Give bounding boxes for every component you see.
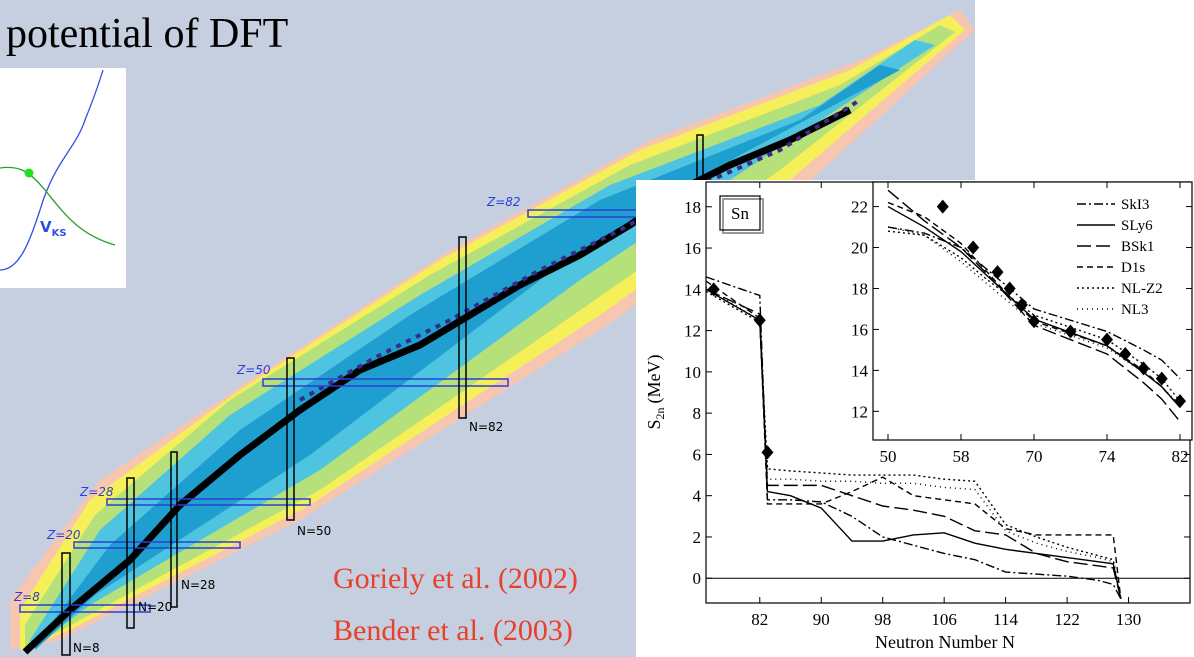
experiment-point — [991, 265, 1004, 280]
magic-label: N=28 — [181, 578, 215, 592]
x-tick-label: 82 — [751, 610, 768, 629]
experiment-point — [1174, 394, 1186, 409]
series-line — [706, 280, 1122, 599]
experiment-point — [1155, 371, 1168, 386]
inset-frame — [872, 181, 1193, 441]
y-tick-label: 12 — [684, 322, 701, 341]
legend-label: SLy6 — [1121, 218, 1153, 234]
experiment-point — [753, 313, 766, 328]
y-tick-label: 4 — [693, 487, 702, 506]
magic-label: N=50 — [297, 524, 331, 538]
experiment-point — [936, 199, 949, 214]
experiment-point — [1064, 324, 1077, 339]
legend-label: SkI3 — [1121, 197, 1149, 213]
y-tick-label: 12 — [851, 402, 868, 421]
svg-text:VKS: VKS — [40, 218, 67, 239]
y-tick-label: 16 — [684, 239, 701, 258]
series-line — [887, 230, 1181, 402]
experiment-point — [1101, 332, 1113, 347]
y-tick-label: 0 — [693, 569, 702, 588]
y-tick-label: 18 — [684, 198, 701, 217]
x-tick-label: 50 — [880, 447, 897, 466]
y-axis-label-unit: (MeV) — [644, 354, 665, 403]
reference: Bender et al. (2003) — [333, 614, 573, 647]
x-tick-label: 70 — [1026, 447, 1043, 466]
experiment-point — [1137, 361, 1150, 376]
magic-label: N=20 — [138, 600, 172, 614]
y-tick-label: 2 — [693, 528, 702, 547]
y-tick-label: 18 — [851, 279, 868, 298]
potential-label: V — [40, 218, 52, 236]
y-tick-label: 10 — [684, 363, 701, 382]
y-axis-label-sub: 2n — [653, 407, 667, 419]
x-axis-label: Neutron Number N — [875, 632, 1015, 652]
y-axis-label: S2n (MeV) — [644, 354, 667, 429]
series-group — [706, 276, 1122, 600]
experiment-point — [1003, 281, 1016, 296]
magic-label: Z=82 — [486, 195, 521, 209]
y-tick-label: 8 — [693, 404, 702, 423]
legend-label: BSk1 — [1121, 239, 1154, 255]
magic-label: Z=20 — [46, 528, 81, 542]
box-label-shadow — [722, 198, 764, 234]
x-tick-label: 82 — [1172, 447, 1189, 466]
experiment-point — [1015, 297, 1028, 312]
series-line — [706, 276, 1122, 600]
x-tick-label: 58 — [953, 447, 970, 466]
experiment-point — [967, 240, 980, 255]
magic-label: Z=8 — [13, 590, 40, 604]
x-tick-label: 98 — [874, 610, 891, 629]
y-axis-label-main: S — [644, 419, 664, 429]
slide-title: potential of DFT — [6, 11, 288, 57]
series-line — [706, 288, 1122, 600]
y-tick-label: 16 — [851, 320, 868, 339]
reference: Goriely et al. (2002) — [333, 562, 578, 595]
box-label: Sn — [731, 204, 749, 223]
experiment-point — [707, 282, 720, 297]
magic-label: N=82 — [469, 420, 503, 434]
x-tick-label: 114 — [993, 610, 1018, 629]
potential-label-sub: KS — [52, 228, 67, 239]
series-line — [887, 226, 1181, 406]
y-tick-label: 14 — [684, 280, 702, 299]
y-tick-label: 6 — [693, 445, 702, 464]
x-tick-label: 106 — [931, 610, 957, 629]
y-tick-label: 14 — [851, 361, 869, 380]
legend-label: D1s — [1121, 260, 1145, 276]
x-tick-label: 90 — [813, 610, 830, 629]
x-tick-label: 130 — [1116, 610, 1142, 629]
potential-sketch: VKS — [0, 68, 126, 288]
magic-label: N=8 — [73, 641, 100, 655]
legend-label: NL3 — [1121, 302, 1149, 318]
series-group — [887, 189, 1186, 423]
magic-label: Z=28 — [79, 485, 114, 499]
series-line — [706, 288, 1122, 600]
legend-label: NL-Z2 — [1121, 281, 1163, 297]
series-line — [887, 189, 1181, 423]
magic-label: Z=50 — [236, 363, 271, 377]
experiment-point — [1119, 347, 1132, 361]
experiment-point — [1028, 314, 1040, 329]
experiment-point — [761, 445, 774, 460]
y-tick-label: 20 — [851, 239, 868, 258]
series-line — [706, 290, 1122, 600]
x-tick-label: 122 — [1054, 610, 1080, 629]
box-label-frame — [719, 195, 761, 231]
x-tick-label: 74 — [1099, 447, 1117, 466]
y-tick-label: 22 — [851, 198, 868, 217]
